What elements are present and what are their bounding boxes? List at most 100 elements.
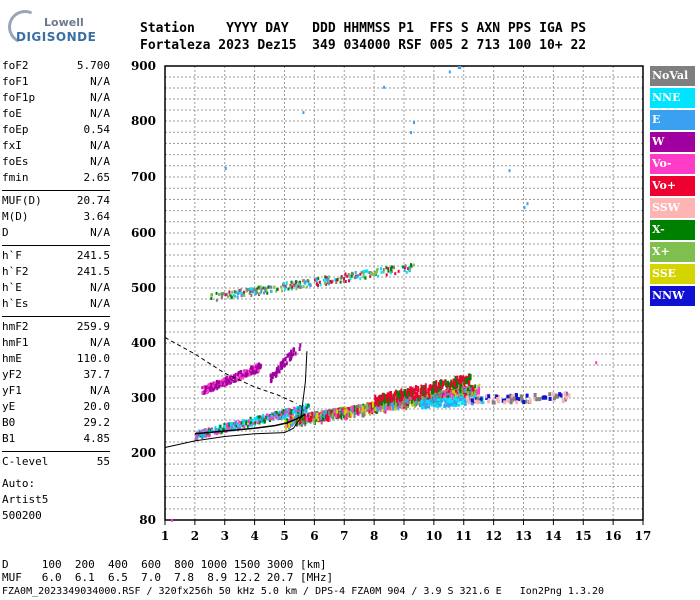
param-row: h`F 241.5	[2, 248, 110, 264]
echo-point	[254, 368, 257, 372]
echo-point	[595, 361, 598, 365]
echo-point	[460, 396, 464, 400]
echo-point	[409, 402, 412, 405]
echo-point	[208, 383, 211, 387]
echo-point	[238, 289, 241, 293]
echo-point	[339, 276, 342, 280]
echo-point	[303, 281, 306, 285]
echo-point	[463, 380, 466, 387]
echo-point	[434, 393, 437, 398]
echo-point	[349, 277, 352, 281]
echo-point	[466, 378, 469, 385]
echo-point	[213, 381, 216, 385]
echo-point	[460, 389, 463, 393]
echo-point	[406, 396, 409, 404]
echo-point	[368, 403, 371, 410]
echo-point	[237, 423, 240, 427]
echo-point	[210, 382, 213, 386]
echo-point	[302, 405, 305, 409]
muf-row: MUF 6.0 6.1 6.5 7.0 7.8 8.9 12.2 20.7 [M…	[2, 571, 334, 584]
echo-point	[266, 413, 269, 417]
echo-point	[305, 416, 308, 422]
echo-point	[216, 386, 219, 390]
echo-point	[460, 401, 464, 405]
param-name: foE	[2, 107, 22, 120]
echo-point	[343, 412, 346, 419]
echo-point	[289, 284, 292, 288]
echo-point	[316, 283, 319, 287]
echo-point	[551, 392, 555, 397]
echo-point	[279, 363, 282, 368]
echo-point	[316, 410, 319, 415]
echo-point	[474, 399, 478, 404]
param-row: yF2 37.7	[2, 367, 110, 383]
echo-point	[315, 278, 318, 282]
echo-point	[262, 286, 265, 290]
echo-point	[346, 413, 349, 418]
echo-point	[392, 403, 395, 411]
echo-point	[535, 397, 539, 402]
y-tick-label: 400	[131, 336, 156, 350]
echo-point	[393, 391, 396, 398]
echo-point	[453, 396, 457, 400]
echo-point	[457, 66, 460, 69]
echo-point	[449, 403, 453, 407]
echo-point	[283, 285, 286, 289]
echo-point	[427, 401, 431, 405]
echo-point	[456, 392, 459, 395]
echo-point	[390, 399, 393, 407]
echo-point	[340, 412, 343, 420]
echo-point	[424, 389, 427, 396]
echo-point	[308, 418, 311, 423]
echo-point	[263, 420, 266, 424]
echo-point	[478, 389, 481, 395]
echo-point	[256, 366, 259, 370]
echo-point	[210, 297, 213, 301]
echo-point	[229, 381, 232, 385]
echo-point	[317, 412, 320, 415]
echo-point	[299, 284, 302, 288]
echo-point	[251, 418, 254, 422]
echo-point	[229, 423, 232, 427]
echo-point	[376, 405, 379, 413]
echo-point	[459, 382, 462, 389]
echo-point	[298, 411, 301, 415]
echo-point	[207, 434, 210, 438]
y-tick-label: 600	[131, 226, 156, 240]
echo-point	[290, 411, 293, 415]
echo-point	[544, 395, 548, 400]
echo-point	[222, 383, 225, 387]
echo-point	[447, 395, 450, 399]
x-tick-label: 15	[575, 529, 592, 543]
echo-point	[467, 400, 471, 405]
echo-point	[263, 291, 266, 295]
echo-point	[211, 429, 214, 433]
echo-point	[335, 280, 338, 284]
echo-point	[354, 409, 357, 414]
echo-point	[348, 412, 351, 417]
echo-point	[368, 402, 371, 405]
x-tick-label: 4	[250, 529, 258, 543]
echo-point	[270, 285, 273, 289]
echo-point	[256, 364, 259, 368]
echo-point	[517, 397, 521, 402]
echo-point	[277, 413, 280, 417]
f-trace-fit-line	[194, 413, 306, 435]
echo-point	[316, 412, 319, 418]
echo-point	[270, 289, 273, 293]
echo-point	[330, 410, 333, 413]
echo-point	[336, 411, 339, 419]
x-tick-label: 7	[340, 529, 348, 543]
echo-point	[411, 392, 414, 399]
echo-point	[443, 403, 447, 407]
echo-point	[363, 407, 366, 411]
param-name: h`E	[2, 281, 22, 294]
echo-point	[218, 381, 221, 385]
y-tick-label: 80	[139, 513, 156, 527]
echo-point	[234, 372, 237, 376]
echo-point	[268, 285, 271, 289]
echo-point	[468, 386, 471, 391]
echo-point	[437, 398, 441, 402]
param-value: 0.54	[83, 123, 111, 136]
echo-point	[289, 411, 292, 415]
